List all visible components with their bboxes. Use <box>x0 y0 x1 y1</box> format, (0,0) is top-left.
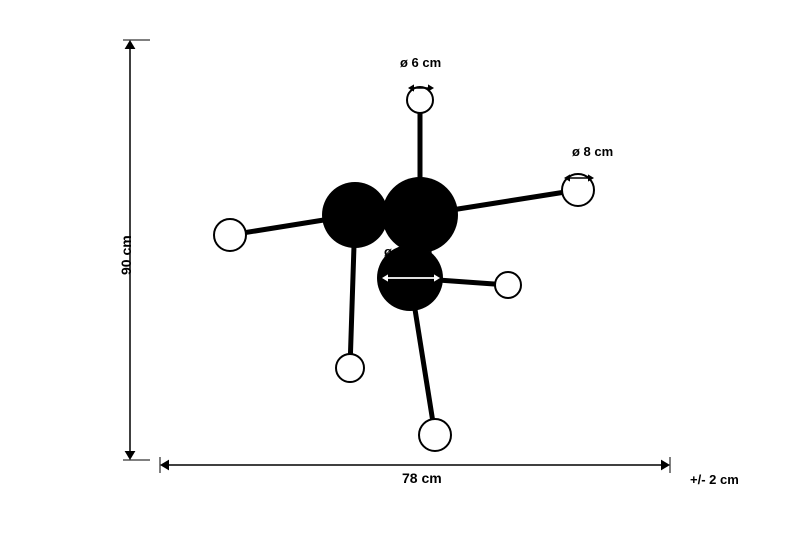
small-sphere-label: ø 6 cm <box>400 55 441 70</box>
tolerance-label: +/- 2 cm <box>690 472 739 487</box>
width-dimension-label: 78 cm <box>402 470 442 486</box>
height-dimension-label: 90 cm <box>118 235 134 275</box>
medium-sphere-label: ø 8 cm <box>572 144 613 159</box>
diagram-canvas: 90 cm 78 cm +/- 2 cm ø 6 cm ø 8 cm ø 14 … <box>0 0 800 533</box>
large-sphere-label: ø 14 cm <box>384 244 432 259</box>
